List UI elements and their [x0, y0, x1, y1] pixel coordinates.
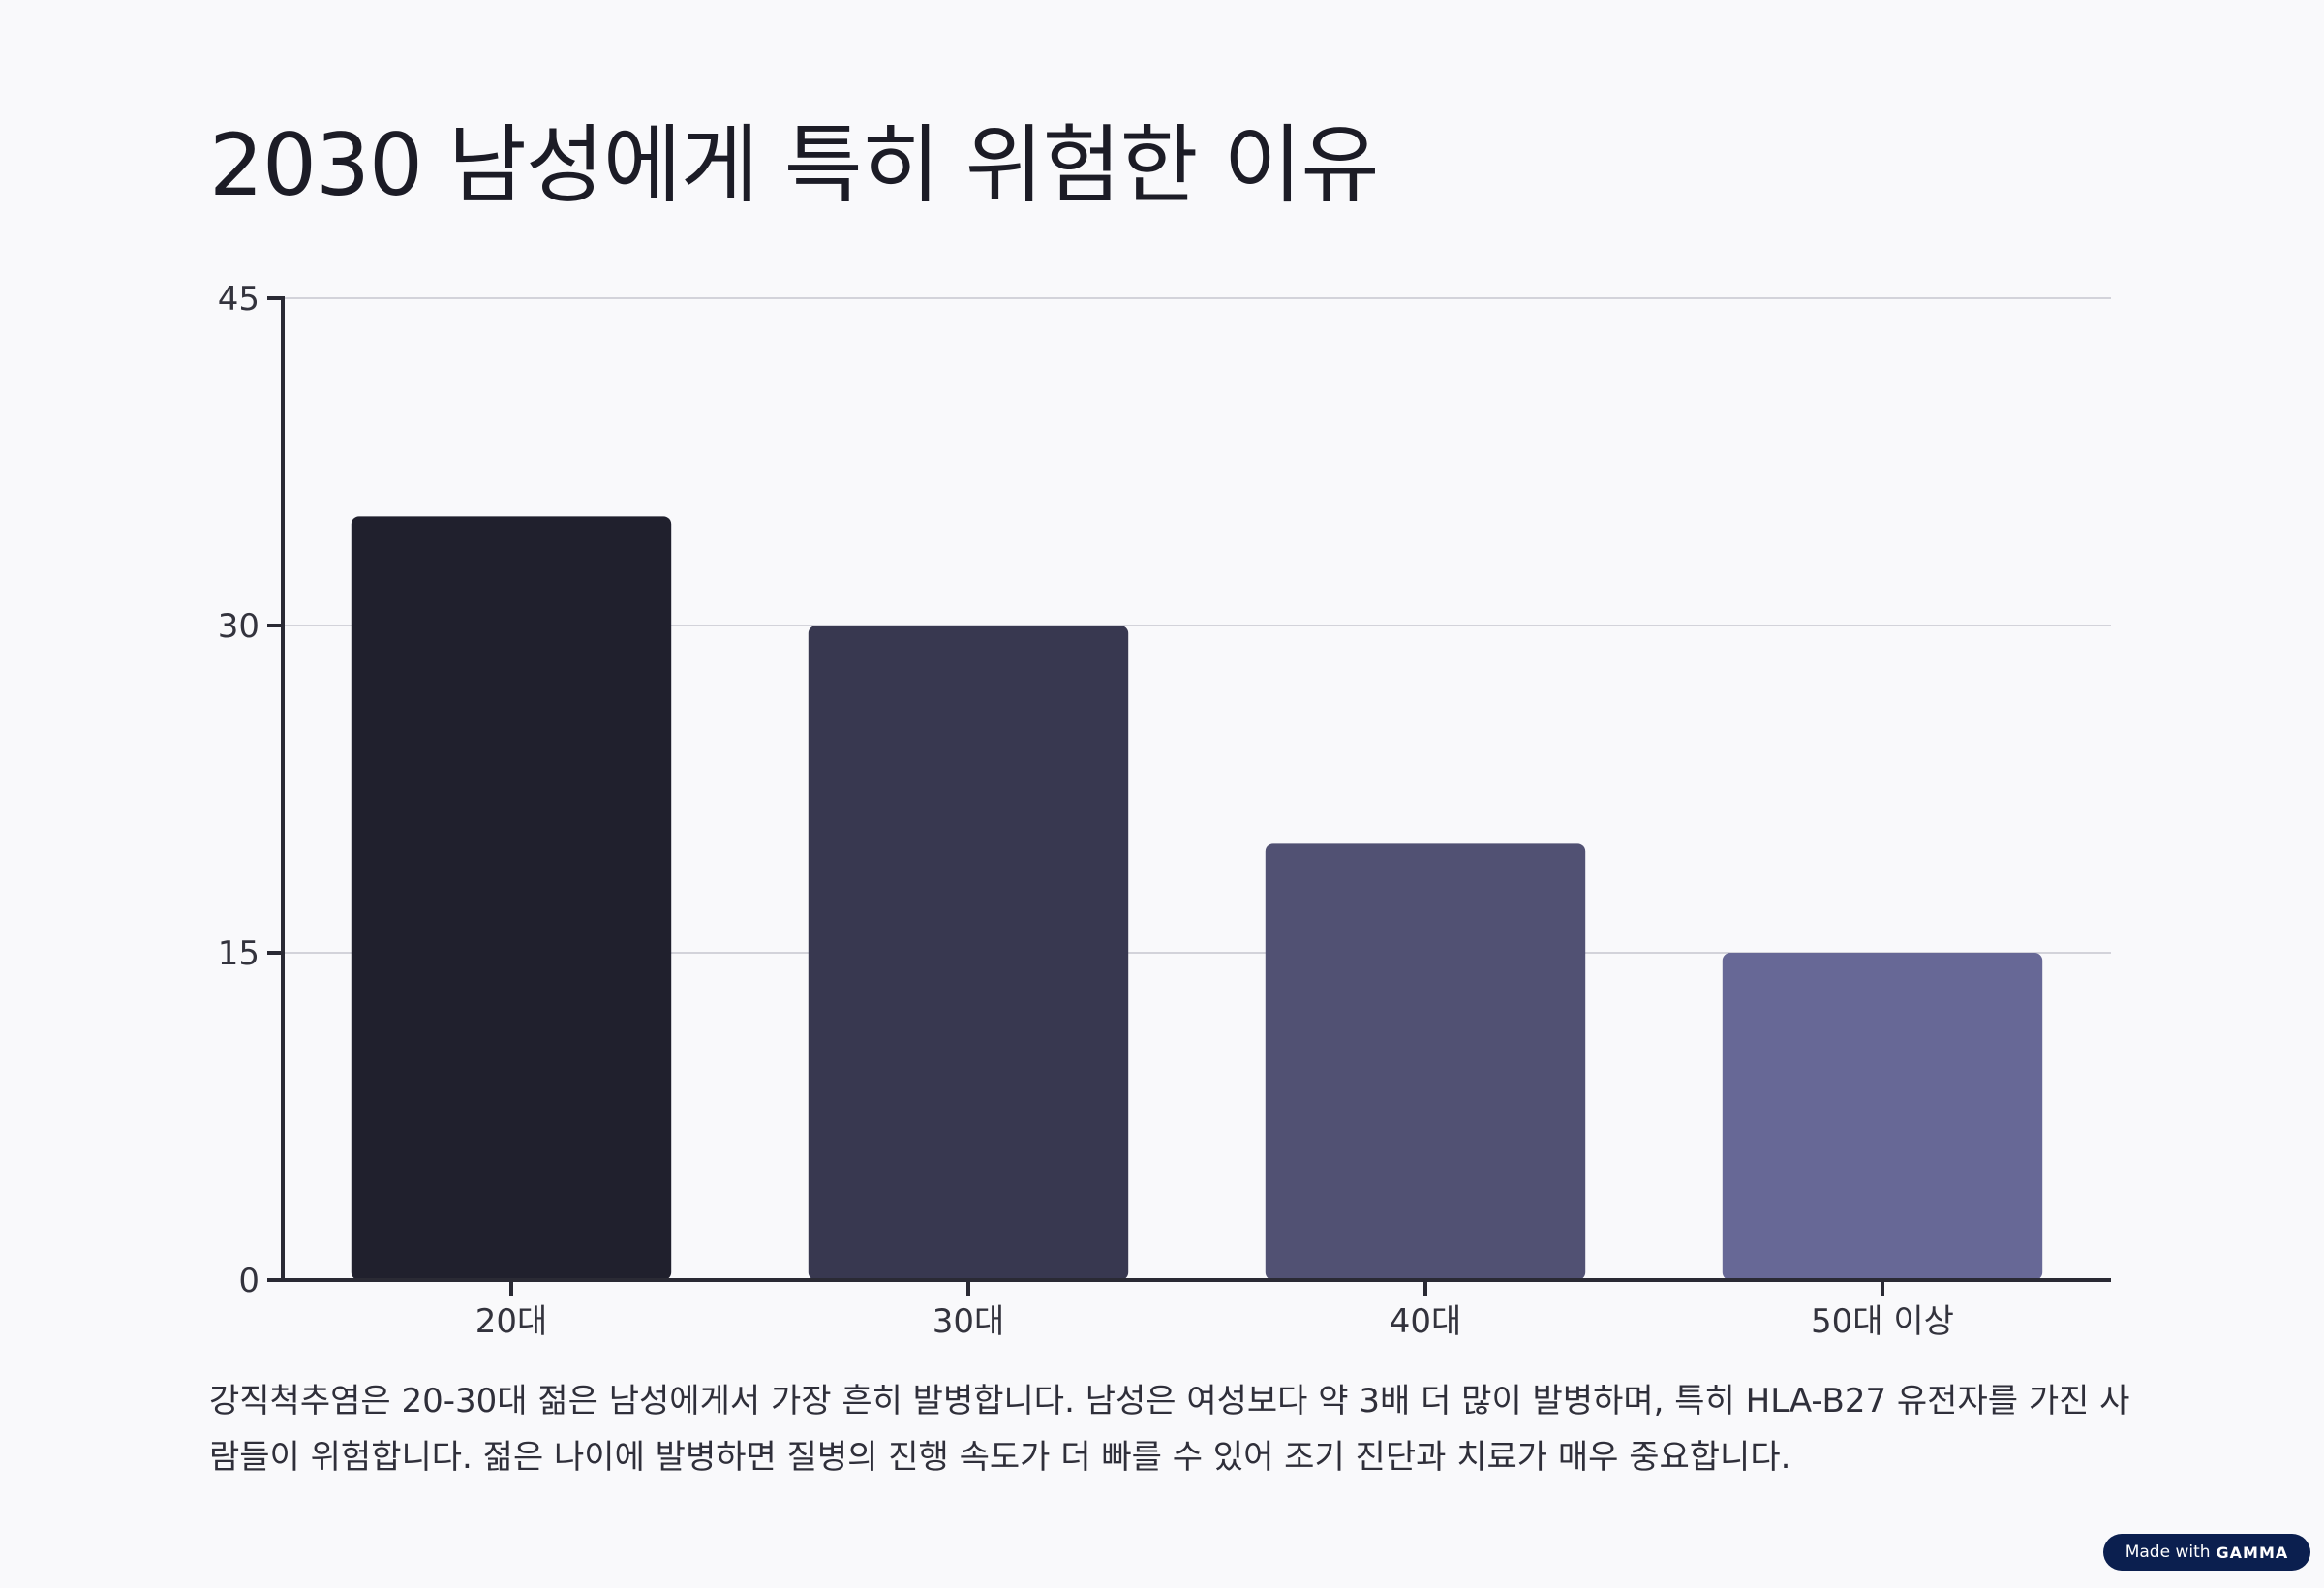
gamma-logo: GAMMA [2216, 1542, 2289, 1562]
x-tick-label: 20대 [475, 1302, 548, 1341]
bars [351, 516, 2043, 1280]
x-ticks: 20대 30대 40대 50대 이상 [475, 1280, 1954, 1341]
y-tick-label: 30 [218, 607, 260, 646]
page-title: 2030 남성에게 특히 위험한 이유 [209, 115, 1379, 215]
x-tick-label: 40대 [1390, 1302, 1462, 1341]
y-tick-label: 15 [218, 934, 260, 973]
y-tick-label: 0 [238, 1262, 260, 1300]
bar-1 [351, 516, 672, 1280]
y-tick-label: 45 [218, 280, 260, 319]
x-tick-label: 30대 [933, 1302, 1005, 1341]
description-text: 강직척추염은 20-30대 젊은 남성에게서 가장 흔히 발병합니다. 남성은 … [209, 1382, 2130, 1477]
bar-2 [808, 626, 1129, 1280]
x-tick-label: 50대 이상 [1811, 1302, 1954, 1341]
made-with-gamma-badge[interactable]: Made with GAMMA [2103, 1534, 2310, 1571]
bar-3 [1265, 843, 1586, 1280]
bar-4 [1722, 953, 2043, 1280]
badge-prefix: Made with [2125, 1542, 2211, 1562]
y-ticks: 0 15 30 45 [218, 280, 283, 1300]
